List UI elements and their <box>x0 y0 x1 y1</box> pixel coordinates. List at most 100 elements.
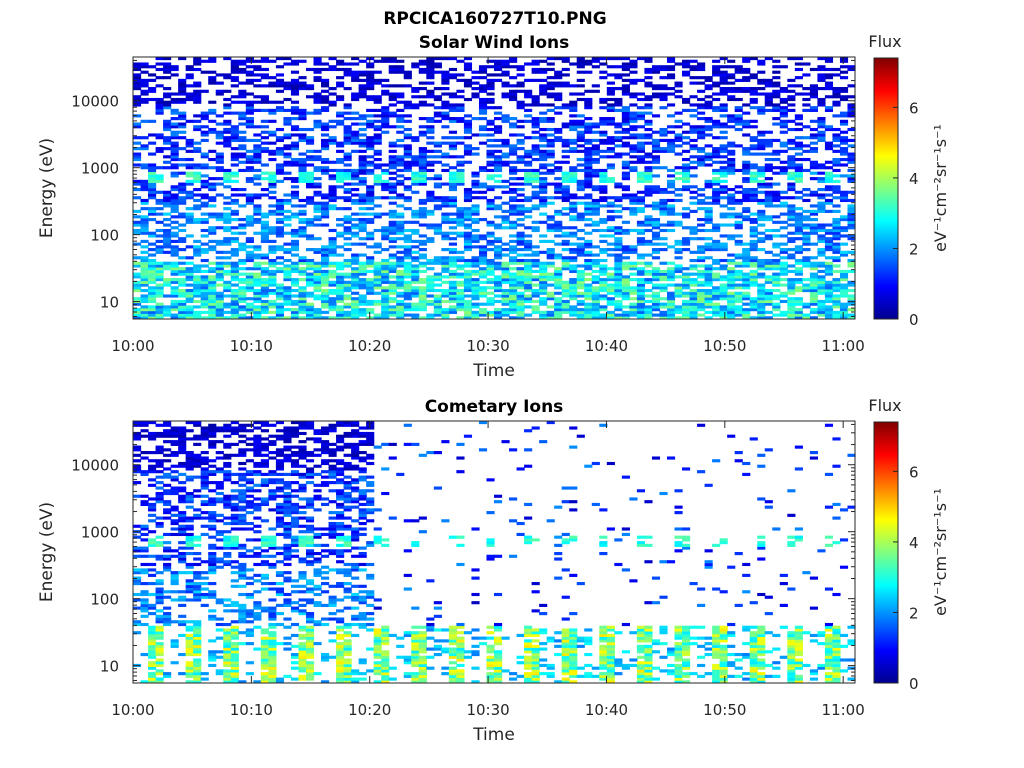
heatmap-cell <box>614 196 623 200</box>
heatmap-cell <box>290 267 300 271</box>
heatmap-cell <box>343 248 352 252</box>
heatmap-cell <box>832 250 841 254</box>
heatmap-cell <box>847 65 856 69</box>
heatmap-cell <box>636 220 646 224</box>
heatmap-cell <box>170 100 179 104</box>
heatmap-cell <box>328 57 337 61</box>
heatmap-cell <box>719 286 728 290</box>
heatmap-cell <box>133 62 142 66</box>
heatmap-cell <box>509 95 518 99</box>
heatmap-cell <box>757 212 766 216</box>
heatmap-cell <box>193 291 202 295</box>
heatmap-cell <box>531 67 540 72</box>
heatmap-cell <box>328 190 337 194</box>
heatmap-cell <box>659 190 668 194</box>
heatmap-cell <box>524 89 533 93</box>
heatmap-cell <box>501 190 510 194</box>
heatmap-cell <box>591 157 600 162</box>
heatmap-cell <box>832 174 841 178</box>
heatmap-cell <box>328 177 337 181</box>
heatmap-cell <box>599 179 608 183</box>
heatmap-cell <box>193 245 202 249</box>
heatmap-cell <box>501 59 510 63</box>
heatmap-cell <box>757 223 766 227</box>
heatmap-cell <box>321 144 330 148</box>
heatmap-cell <box>847 111 856 115</box>
heatmap-cell <box>516 242 525 246</box>
heatmap-cell <box>772 264 781 268</box>
heatmap-cell <box>629 291 638 295</box>
heatmap-cell <box>298 160 307 164</box>
heatmap-cell <box>411 305 420 309</box>
heatmap-cell <box>606 226 615 230</box>
heatmap-cell <box>494 286 503 290</box>
heatmap-cell <box>614 286 623 290</box>
heatmap-cell <box>388 283 397 287</box>
heatmap-cell <box>787 97 796 102</box>
heatmap-cell <box>614 122 623 126</box>
heatmap-cell <box>260 57 269 61</box>
heatmap-cell <box>531 144 540 148</box>
heatmap-cell <box>140 239 149 243</box>
heatmap-cell <box>336 291 345 295</box>
heatmap-cell <box>817 179 826 183</box>
heatmap-cell <box>531 70 540 74</box>
heatmap-cell <box>411 220 420 224</box>
heatmap-cell <box>764 278 773 282</box>
heatmap-cell <box>727 261 736 265</box>
heatmap-cell <box>787 155 796 159</box>
heatmap-cell <box>824 188 834 192</box>
heatmap-cell <box>599 288 608 293</box>
heatmap-cell <box>621 141 630 145</box>
heatmap-cell <box>388 70 397 74</box>
heatmap-cell <box>727 215 736 219</box>
heatmap-cell <box>509 117 518 121</box>
heatmap-cell <box>779 171 788 175</box>
heatmap-cell <box>697 272 706 276</box>
heatmap-cell <box>636 179 646 183</box>
heatmap-cell <box>208 305 217 309</box>
heatmap-cell <box>832 133 841 137</box>
heatmap-cell <box>832 313 841 317</box>
heatmap-cell <box>336 253 345 257</box>
heatmap-cell <box>133 100 142 104</box>
heatmap-cell <box>343 133 352 137</box>
heatmap-cell <box>381 111 390 115</box>
heatmap-cell <box>794 67 803 72</box>
heatmap-cell <box>764 157 773 162</box>
heatmap-cell <box>448 218 457 222</box>
heatmap-cell <box>290 288 300 293</box>
heatmap-cell <box>351 177 360 181</box>
heatmap-cell <box>494 168 503 173</box>
heatmap-cell <box>659 272 668 276</box>
heatmap-cell <box>787 57 796 61</box>
heatmap-cell <box>321 245 330 249</box>
heatmap-cell <box>621 108 630 112</box>
heatmap-cell <box>418 95 427 99</box>
heatmap-cell <box>847 280 856 284</box>
heatmap-cell <box>787 166 796 170</box>
heatmap-cell <box>268 204 277 208</box>
heatmap-cell <box>794 218 803 222</box>
heatmap-cell <box>178 256 187 260</box>
heatmap-cell <box>163 70 172 74</box>
heatmap-cell <box>757 316 766 320</box>
heatmap-cell <box>223 185 232 189</box>
heatmap-cell <box>666 261 676 265</box>
heatmap-cell <box>847 144 856 148</box>
heatmap-cell <box>749 283 758 287</box>
heatmap-cell <box>388 196 397 200</box>
heatmap-cell <box>471 220 480 224</box>
heatmap-cell <box>321 302 330 306</box>
heatmap-cell <box>832 127 841 132</box>
heatmap-cell <box>682 207 691 211</box>
heatmap-cell <box>569 226 578 230</box>
heatmap-cell <box>245 70 254 74</box>
heatmap-cell <box>328 305 337 309</box>
heatmap-cell <box>155 84 164 88</box>
heatmap-cell <box>832 297 841 301</box>
heatmap-cell <box>704 256 713 260</box>
heatmap-cell <box>403 297 412 301</box>
heatmap-cell <box>185 92 194 96</box>
heatmap-cell <box>689 138 698 143</box>
